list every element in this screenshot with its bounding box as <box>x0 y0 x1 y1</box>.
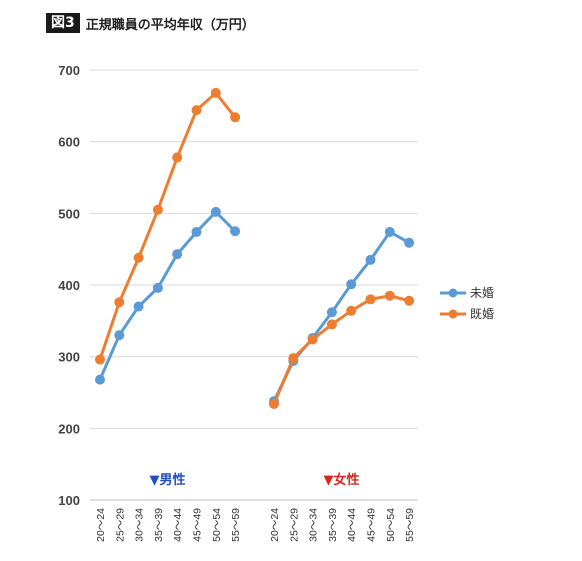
x-tick-label: 50～54 <box>211 508 223 542</box>
data-point <box>269 398 279 409</box>
x-tick-label: 55～59 <box>230 508 242 542</box>
x-tick-label: 55～59 <box>404 508 416 542</box>
data-point <box>172 152 183 163</box>
data-point <box>191 226 202 237</box>
data-point <box>133 301 144 312</box>
data-point <box>95 354 105 365</box>
data-point <box>365 294 376 305</box>
legend-marker <box>448 288 458 298</box>
y-tick-label: 700 <box>58 63 80 78</box>
data-point <box>191 105 202 116</box>
data-point <box>152 282 163 293</box>
legend-marker <box>448 309 458 319</box>
data-point <box>365 254 376 265</box>
data-point <box>404 237 415 248</box>
data-point <box>384 290 395 301</box>
data-point <box>95 374 105 385</box>
x-tick-label: 20～24 <box>269 508 281 542</box>
y-tick-label: 400 <box>58 278 80 293</box>
figure-title: 図3 正規職員の平均年収（万円） <box>46 13 255 33</box>
series-line-既婚 <box>272 294 410 405</box>
x-tick-label: 30～34 <box>308 508 320 542</box>
x-tick-label: 20～24 <box>95 508 107 542</box>
data-point <box>307 334 318 345</box>
x-tick-label: 35～39 <box>327 508 339 542</box>
data-point <box>326 319 337 330</box>
data-point <box>210 87 221 98</box>
data-point <box>346 305 357 316</box>
data-point <box>172 249 183 260</box>
data-point <box>404 295 415 306</box>
y-tick-label: 100 <box>58 493 80 508</box>
x-tick-label: 50～54 <box>385 508 397 542</box>
series-line-未婚 <box>98 210 237 381</box>
figure-badge: 図3 <box>46 13 80 33</box>
data-point <box>133 252 144 263</box>
legend-label: 未婚 <box>470 286 494 300</box>
y-tick-label: 300 <box>58 350 80 365</box>
x-tick-label: 40～44 <box>172 508 184 542</box>
data-point <box>346 279 357 290</box>
x-tick-label: 45～49 <box>366 508 378 542</box>
data-point <box>288 353 299 364</box>
y-tick-label: 200 <box>58 421 80 436</box>
group-label: ▼女性 <box>324 472 360 488</box>
x-tick-label: 25～29 <box>288 508 300 542</box>
y-tick-label: 500 <box>58 206 80 221</box>
data-point <box>114 330 125 341</box>
data-point <box>326 307 337 318</box>
x-tick-label: 25～29 <box>114 508 126 542</box>
x-tick-label: 30～34 <box>134 508 146 542</box>
data-point <box>384 226 395 237</box>
data-point <box>114 297 125 308</box>
legend-label: 既婚 <box>470 307 494 321</box>
data-point <box>210 206 221 217</box>
series-line-既婚 <box>98 91 237 361</box>
data-point <box>230 112 241 123</box>
x-tick-label: 40～44 <box>346 508 358 542</box>
data-point <box>152 204 163 215</box>
figure-title-text: 正規職員の平均年収（万円） <box>85 17 255 33</box>
x-tick-label: 45～49 <box>192 508 204 542</box>
data-point <box>230 226 241 237</box>
y-tick-label: 600 <box>58 135 80 150</box>
group-label: ▼男性 <box>150 472 186 488</box>
x-tick-label: 35～39 <box>153 508 165 542</box>
